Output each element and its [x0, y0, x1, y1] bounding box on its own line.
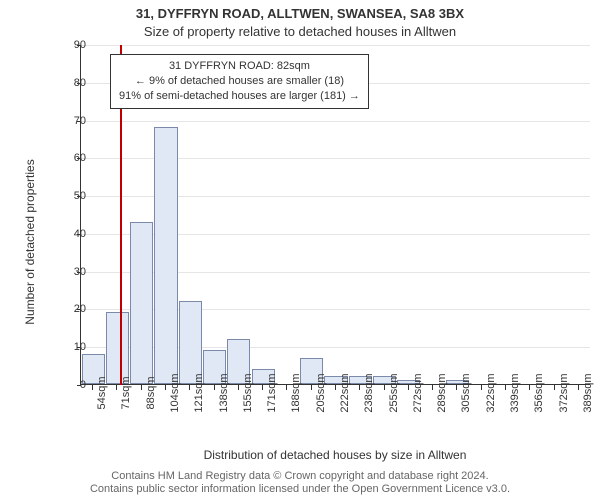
- ytick-label: 40: [60, 228, 86, 240]
- xtick-mark: [554, 385, 555, 390]
- xtick-label: 322sqm: [485, 373, 497, 412]
- xtick-label: 88sqm: [145, 376, 157, 409]
- xtick-label: 305sqm: [460, 373, 472, 412]
- xtick-label: 205sqm: [315, 373, 327, 412]
- xtick-mark: [529, 385, 530, 390]
- gridline: [81, 45, 590, 46]
- histogram-bar: [106, 312, 129, 384]
- annotation-line2: ← 9% of detached houses are smaller (18): [119, 74, 360, 89]
- xtick-mark: [456, 385, 457, 390]
- xtick-mark: [238, 385, 239, 390]
- footnote-line2: Contains public sector information licen…: [0, 483, 600, 496]
- xtick-mark: [384, 385, 385, 390]
- xtick-mark: [335, 385, 336, 390]
- xtick-label: 222sqm: [339, 373, 351, 412]
- annotation-line3: 91% of semi-detached houses are larger (…: [119, 89, 360, 104]
- xtick-mark: [116, 385, 117, 390]
- xtick-label: 389sqm: [582, 373, 594, 412]
- ytick-label: 0: [60, 379, 86, 391]
- xtick-mark: [311, 385, 312, 390]
- footnote: Contains HM Land Registry data © Crown c…: [0, 470, 600, 496]
- xtick-label: 171sqm: [266, 373, 278, 412]
- xtick-mark: [359, 385, 360, 390]
- y-axis-label: Number of detached properties: [23, 92, 37, 392]
- ytick-label: 50: [60, 190, 86, 202]
- histogram-bar: [154, 127, 177, 384]
- page-title-line2: Size of property relative to detached ho…: [0, 24, 600, 39]
- xtick-mark: [92, 385, 93, 390]
- ytick-label: 80: [60, 77, 86, 89]
- ytick-label: 90: [60, 39, 86, 51]
- xtick-label: 188sqm: [290, 373, 302, 412]
- xtick-mark: [481, 385, 482, 390]
- xtick-mark: [165, 385, 166, 390]
- page-title-line1: 31, DYFFRYN ROAD, ALLTWEN, SWANSEA, SA8 …: [0, 6, 600, 21]
- xtick-label: 272sqm: [412, 373, 424, 412]
- xtick-label: 138sqm: [218, 373, 230, 412]
- xtick-label: 372sqm: [558, 373, 570, 412]
- ytick-label: 60: [60, 152, 86, 164]
- xtick-label: 356sqm: [533, 373, 545, 412]
- xtick-mark: [408, 385, 409, 390]
- xtick-mark: [262, 385, 263, 390]
- xtick-label: 238sqm: [363, 373, 375, 412]
- xtick-mark: [505, 385, 506, 390]
- xtick-label: 255sqm: [388, 373, 400, 412]
- ytick-label: 10: [60, 341, 86, 353]
- annotation-line1: 31 DYFFRYN ROAD: 82sqm: [119, 59, 360, 74]
- xtick-mark: [189, 385, 190, 390]
- footnote-line1: Contains HM Land Registry data © Crown c…: [0, 470, 600, 483]
- xtick-label: 104sqm: [169, 373, 181, 412]
- xtick-mark: [141, 385, 142, 390]
- xtick-label: 71sqm: [120, 376, 132, 409]
- ytick-label: 20: [60, 303, 86, 315]
- xtick-mark: [214, 385, 215, 390]
- annotation-box: 31 DYFFRYN ROAD: 82sqm ← 9% of detached …: [110, 54, 369, 109]
- xtick-label: 289sqm: [436, 373, 448, 412]
- xtick-mark: [286, 385, 287, 390]
- xtick-mark: [432, 385, 433, 390]
- xtick-label: 54sqm: [96, 376, 108, 409]
- xtick-label: 155sqm: [242, 373, 254, 412]
- histogram-bar: [130, 222, 153, 384]
- xtick-label: 121sqm: [193, 373, 205, 412]
- xtick-label: 339sqm: [509, 373, 521, 412]
- xtick-mark: [578, 385, 579, 390]
- ytick-label: 70: [60, 115, 86, 127]
- histogram-bar: [179, 301, 202, 384]
- x-axis-label: Distribution of detached houses by size …: [80, 448, 590, 462]
- gridline: [81, 121, 590, 122]
- ytick-label: 30: [60, 266, 86, 278]
